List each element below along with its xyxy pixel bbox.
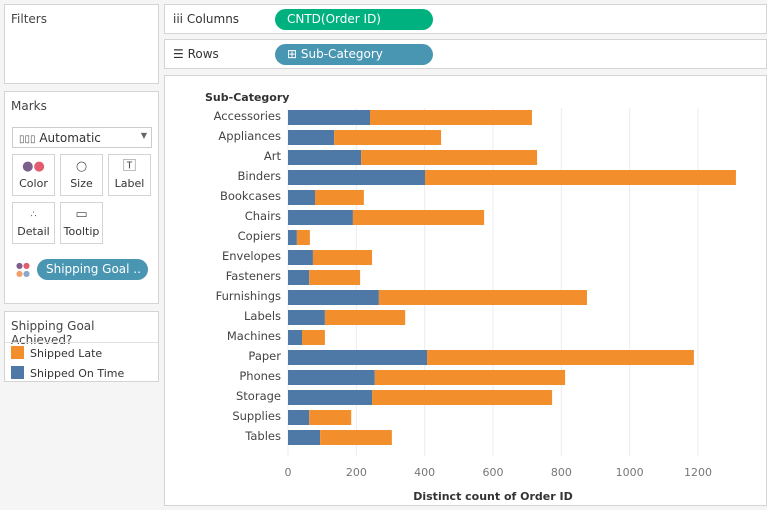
category-label: Chairs <box>245 209 281 223</box>
bar-shipped-on-time <box>288 310 325 325</box>
bar-shipped-on-time <box>288 270 310 285</box>
bar-shipped-late <box>427 350 694 365</box>
bar-shipped-on-time <box>288 130 335 145</box>
bar-shipped-late <box>372 390 553 405</box>
category-label: Accessories <box>214 109 281 123</box>
x-tick-label: 400 <box>414 466 435 479</box>
legend-item-shipped-late[interactable]: Shipped Late <box>11 346 102 360</box>
category-label: Envelopes <box>222 249 281 263</box>
bar-shipped-late <box>324 310 406 325</box>
bar-shipped-on-time <box>288 430 321 445</box>
columns-pill[interactable]: CNTD(Order ID) <box>275 9 433 30</box>
bar-shipped-on-time <box>288 390 373 405</box>
row-header: Sub-Category <box>205 91 289 104</box>
size-icon: ○ <box>75 159 88 174</box>
color-icon: ●● <box>22 159 45 174</box>
legend-title: Shipping Goal Achieved? <box>11 319 95 347</box>
color-field-icon: ●● ●● <box>16 261 30 278</box>
category-label: Binders <box>238 169 281 183</box>
category-label: Labels <box>244 309 281 323</box>
category-label: Paper <box>248 349 281 363</box>
marks-panel: Marks ▯▯▯ Automatic ▼ ●● Color ○ Size 🅃 Lab… <box>4 91 159 304</box>
bar-shipped-on-time <box>288 370 375 385</box>
bar-shipped-on-time <box>288 210 353 225</box>
columns-shelf[interactable]: iii Columns CNTD(Order ID) <box>164 4 767 34</box>
mark-type-value: Automatic <box>39 131 101 145</box>
category-label: Supplies <box>232 409 281 423</box>
tooltip-card[interactable]: ▭ Tooltip <box>60 202 103 244</box>
category-label: Appliances <box>218 129 281 143</box>
bar-shipped-late <box>374 370 566 385</box>
bar-shipped-late <box>378 290 587 305</box>
detail-card[interactable]: ∴ Detail <box>12 202 55 244</box>
bar-shipped-on-time <box>288 250 313 265</box>
chart-pane: 0 200 400 600 800 1000 1200 Distinct count of O… <box>164 75 767 506</box>
rows-icon: ☰ <box>173 47 184 61</box>
marks-title: Marks <box>11 99 47 113</box>
bar-shipped-on-time <box>288 190 315 205</box>
x-tick-label: 600 <box>483 466 504 479</box>
color-field-pill[interactable]: Shipping Goal .. <box>37 259 148 280</box>
category-label: Tables <box>244 429 281 443</box>
category-label: Fasteners <box>226 269 281 283</box>
x-tick-label: 800 <box>551 466 572 479</box>
bar-shipped-on-time <box>288 330 303 345</box>
label-icon: 🅃 <box>122 159 136 174</box>
bar-shipped-late <box>425 170 736 185</box>
bar-shipped-on-time <box>288 170 426 185</box>
bar-shipped-on-time <box>288 230 297 245</box>
bar-shipped-late <box>334 130 442 145</box>
category-label: Furnishings <box>216 289 281 303</box>
columns-icon: iii <box>173 12 184 26</box>
x-axis-title: Distinct count of Order ID <box>413 490 573 503</box>
expand-icon: ⊞ <box>287 47 298 61</box>
category-label: Machines <box>227 329 281 343</box>
label-card[interactable]: 🅃 Label <box>108 154 151 196</box>
category-label: Copiers <box>238 229 281 243</box>
detail-icon: ∴ <box>30 210 37 220</box>
bar-shipped-on-time <box>288 410 310 425</box>
bar-shipped-late <box>320 430 392 445</box>
bar-shipped-late <box>309 270 361 285</box>
x-tick-label: 0 <box>285 466 292 479</box>
bar-chart: 0 200 400 600 800 1000 1200 Distinct count of O… <box>205 91 736 503</box>
category-label: Phones <box>239 369 281 383</box>
bar-shipped-late <box>361 150 538 165</box>
x-tick-label: 200 <box>346 466 367 479</box>
mark-type-dropdown[interactable]: ▯▯▯ Automatic ▼ <box>12 127 152 148</box>
legend-item-shipped-on-time[interactable]: Shipped On Time <box>11 366 124 380</box>
category-label: Storage <box>236 389 281 403</box>
bar-shipped-late <box>296 230 310 245</box>
bar-shipped-on-time <box>288 150 362 165</box>
bar-shipped-late <box>314 190 364 205</box>
filters-panel[interactable]: Filters <box>4 4 159 84</box>
bar-chart-icon: ▯▯▯ <box>19 134 36 145</box>
filters-title: Filters <box>11 12 47 26</box>
bar-shipped-late <box>370 110 532 125</box>
category-label: Art <box>264 149 282 163</box>
bar-shipped-late <box>352 210 485 225</box>
bar-shipped-late <box>309 410 352 425</box>
rows-shelf[interactable]: ☰ Rows ⊞ Sub-Category <box>164 39 767 69</box>
bar-shipped-on-time <box>288 290 379 305</box>
category-label: Bookcases <box>220 189 281 203</box>
tooltip-icon: ▭ <box>75 207 88 222</box>
x-tick-label: 1200 <box>684 466 712 479</box>
bar-shipped-late <box>302 330 325 345</box>
size-card[interactable]: ○ Size <box>60 154 103 196</box>
color-card[interactable]: ●● Color <box>12 154 55 196</box>
bar-shipped-on-time <box>288 110 370 125</box>
chevron-down-icon[interactable]: ▼ <box>140 131 147 140</box>
color-legend: Shipping Goal Achieved? Shipped Late Shi… <box>4 311 159 382</box>
x-tick-label: 1000 <box>616 466 644 479</box>
rows-pill[interactable]: ⊞ Sub-Category <box>275 44 433 65</box>
bar-shipped-late <box>312 250 373 265</box>
bar-shipped-on-time <box>288 350 428 365</box>
